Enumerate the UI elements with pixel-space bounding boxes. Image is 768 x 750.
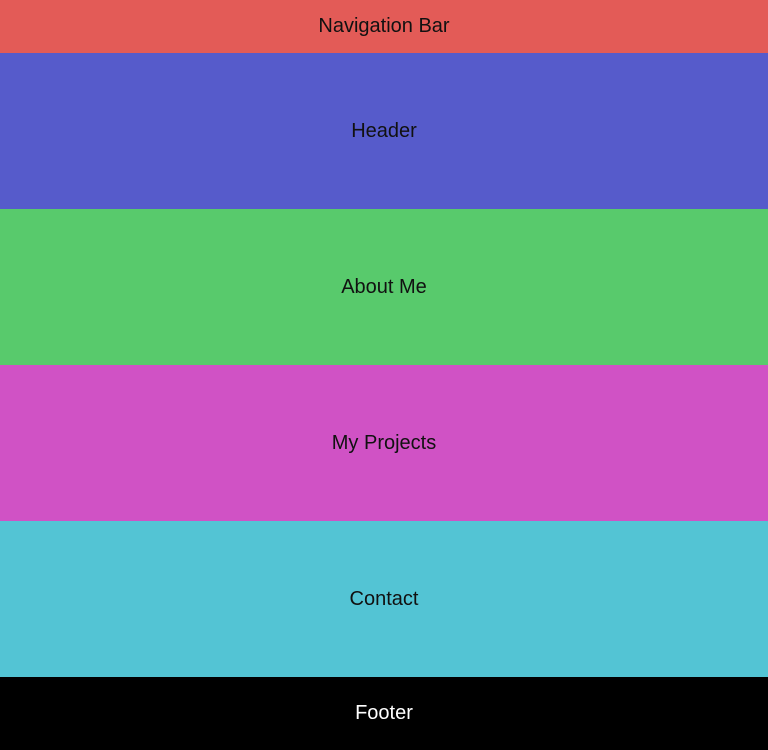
contact-label: Contact bbox=[349, 587, 419, 610]
footer-label: Footer bbox=[355, 702, 413, 724]
my-projects-label: My Projects bbox=[331, 431, 437, 454]
contact-section: Contact bbox=[0, 521, 768, 677]
navigation-bar-label: Navigation Bar bbox=[318, 15, 450, 37]
about-me-section: About Me bbox=[0, 209, 768, 365]
about-me-label: About Me bbox=[341, 275, 427, 298]
navigation-bar[interactable]: Navigation Bar bbox=[0, 0, 768, 53]
header-section: Header bbox=[0, 53, 768, 209]
my-projects-section: My Projects bbox=[0, 365, 768, 521]
footer: Footer bbox=[0, 677, 768, 750]
header-label: Header bbox=[351, 119, 417, 142]
